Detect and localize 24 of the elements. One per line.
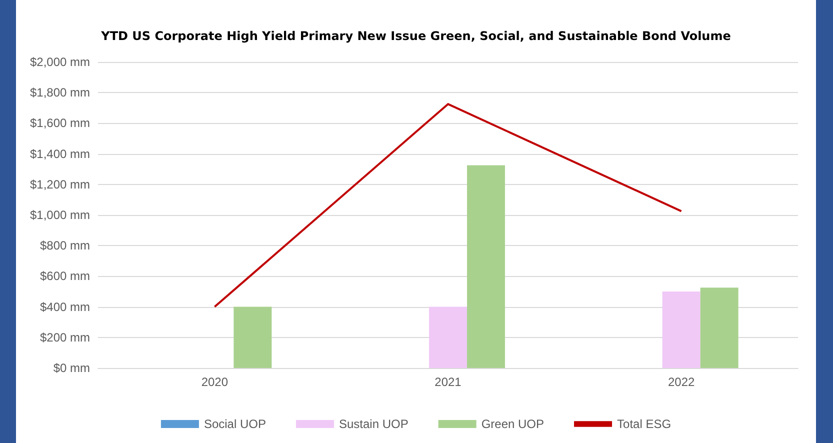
bar	[467, 165, 505, 368]
y-tick-label: $1,000 mm	[30, 208, 90, 222]
y-tick-label: $1,200 mm	[30, 177, 90, 192]
x-tick-label: 2021	[434, 375, 462, 389]
y-tick-label: $800 mm	[40, 238, 90, 253]
legend-label: Total ESG	[617, 417, 672, 431]
bar	[662, 292, 700, 368]
bar	[700, 288, 738, 368]
x-tick-label: 2020	[201, 375, 228, 389]
y-tick-label: $200 mm	[40, 330, 90, 344]
legend-label: Social UOP	[204, 417, 266, 431]
y-tick-label: $1,600 mm	[30, 116, 90, 130]
chart-title: YTD US Corporate High Yield Primary New Issue Green, Social, and Sustainable Bond Volume	[100, 29, 731, 43]
y-tick-label: $400 mm	[40, 300, 90, 314]
legend-label: Sustain UOP	[338, 417, 408, 431]
y-tick-label: $2,000 mm	[30, 55, 90, 69]
legend-label: Green UOP	[481, 417, 544, 431]
x-tick-label: 2022	[668, 375, 696, 389]
bar	[234, 306, 272, 368]
bar	[429, 306, 467, 368]
y-tick-label: $600 mm	[40, 269, 90, 284]
y-tick-label: $0 mm	[53, 361, 90, 375]
y-tick-label: $1,400 mm	[30, 146, 90, 161]
y-tick-label: $1,800 mm	[30, 86, 90, 100]
